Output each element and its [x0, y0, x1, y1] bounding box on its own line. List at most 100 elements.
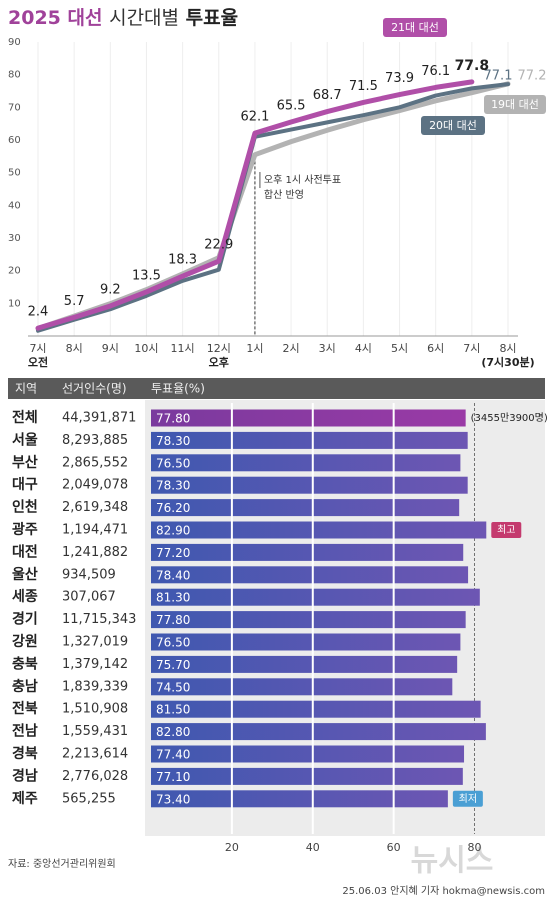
- bar: [151, 655, 458, 673]
- data-label: 77.8: [455, 58, 490, 74]
- x-tick-label: 80: [468, 841, 482, 854]
- region-label: 경북: [12, 745, 38, 762]
- value-label: 78.30: [156, 479, 190, 493]
- voters: 1,839,339: [62, 679, 128, 694]
- region-label: 전남: [12, 723, 38, 740]
- column-header: 선거인수(명): [62, 382, 127, 396]
- data-label: 5.7: [64, 294, 85, 309]
- value-label: 73.40: [156, 792, 190, 806]
- voters: 1,194,471: [62, 523, 128, 538]
- voters: 44,391,871: [62, 411, 136, 426]
- voters: 8,293,885: [62, 433, 128, 448]
- x-sublabel: 오전: [28, 355, 48, 369]
- data-label: 13.5: [132, 268, 161, 283]
- annotation: (3455만3900명): [471, 412, 548, 424]
- column-header: 투표율(%): [151, 382, 205, 396]
- x-tick-label: 5시: [391, 342, 408, 355]
- voters: 1,559,431: [62, 724, 128, 739]
- voters: 934,509: [62, 567, 116, 582]
- voters: 307,067: [62, 590, 116, 605]
- legend-label: 20대 대선: [429, 119, 477, 132]
- bar: [151, 745, 465, 763]
- legend-badge: [484, 95, 546, 114]
- x-tick-label: 60: [387, 841, 401, 854]
- voters: 2,049,078: [62, 478, 128, 493]
- value-label: 76.20: [156, 501, 190, 515]
- x-tick-label: 9시: [102, 342, 119, 355]
- data-label: 65.5: [277, 99, 306, 114]
- bar: [151, 499, 460, 517]
- value-label: 77.80: [156, 412, 190, 426]
- title-part: 시간대별: [109, 7, 179, 29]
- bar: [151, 723, 486, 741]
- region-label: 충남: [12, 678, 38, 695]
- x-tick-label: 4시: [355, 342, 372, 355]
- bar: [151, 633, 461, 651]
- bar: [151, 790, 448, 808]
- y-tick-label: 80: [8, 70, 21, 81]
- x-tick-label: 10시: [134, 342, 158, 355]
- bar: [151, 566, 469, 584]
- voters: 565,255: [62, 791, 116, 806]
- value-label: 82.80: [156, 725, 190, 739]
- legend-badge: [421, 116, 485, 135]
- voters: 1,510,908: [62, 702, 128, 717]
- voters: 1,241,882: [62, 545, 128, 560]
- value-label: 78.40: [156, 568, 190, 582]
- watermark: 뉴시스: [411, 844, 494, 879]
- region-label: 서울: [12, 431, 38, 448]
- x-tick-label: 7시: [463, 342, 480, 355]
- x-tick-label: 7시: [29, 342, 46, 355]
- region-label: 충북: [12, 656, 38, 672]
- y-tick-label: 50: [8, 168, 21, 179]
- region-label: 울산: [12, 566, 38, 583]
- bar: [151, 611, 466, 629]
- value-label: 78.30: [156, 434, 190, 448]
- value-label: 77.40: [156, 748, 190, 762]
- value-label: 77.20: [156, 546, 190, 560]
- x-tick-label: 20: [225, 841, 239, 854]
- region-label: 대구: [12, 477, 38, 493]
- bar: [151, 409, 466, 427]
- value-label: 76.50: [156, 636, 190, 650]
- x-tick-label: 11시: [171, 342, 195, 355]
- bar: [151, 700, 481, 718]
- value-label: 82.90: [156, 524, 190, 538]
- region-label: 세종: [12, 589, 38, 605]
- data-label: 9.2: [100, 282, 121, 297]
- y-tick-label: 30: [8, 233, 21, 244]
- data-label: 73.9: [385, 71, 414, 86]
- voters: 1,327,019: [62, 635, 128, 650]
- y-tick-label: 60: [8, 135, 21, 146]
- bar: [151, 543, 464, 561]
- region-label: 경기: [12, 611, 38, 628]
- series-line: [35, 79, 475, 331]
- region-label: 전체: [12, 409, 38, 426]
- x-tick-label: 1시: [246, 342, 263, 355]
- region-label: 전북: [12, 700, 38, 717]
- region-label: 광주: [12, 521, 38, 538]
- x-tick-label: 6시: [427, 342, 444, 355]
- data-label: 2.4: [28, 305, 49, 320]
- badge: [491, 522, 522, 538]
- region-label: 제주: [12, 791, 38, 807]
- x-tick-label: 12시: [207, 342, 231, 355]
- bar: [151, 521, 487, 539]
- data-label: 71.5: [349, 79, 378, 94]
- bar: [151, 476, 468, 494]
- voters: 2,213,614: [62, 747, 128, 762]
- annotation: 오후 1시 사전투표: [264, 174, 341, 186]
- region-label: 인천: [12, 499, 38, 516]
- table-header: [8, 378, 545, 399]
- x-tick-label: 8시: [499, 342, 516, 355]
- y-tick-label: 90: [8, 37, 21, 48]
- x-tick-label: 3시: [319, 342, 336, 355]
- value-label: 76.50: [156, 456, 190, 470]
- title-part: 2025 대선: [8, 7, 102, 29]
- x-sublabel: (7시30분): [481, 356, 534, 369]
- voters: 1,379,142: [62, 657, 128, 672]
- x-tick-label: 8시: [66, 342, 83, 355]
- bar: [151, 431, 468, 449]
